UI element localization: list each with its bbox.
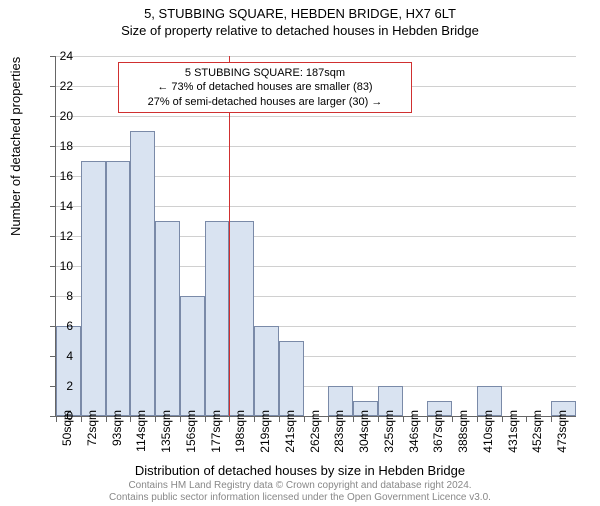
annotation-line: 27% of semi-detached houses are larger (… <box>125 95 405 109</box>
y-tick-label: 4 <box>43 349 73 363</box>
x-tick <box>353 416 354 422</box>
x-tick <box>502 416 503 422</box>
histogram-bar <box>229 221 254 416</box>
gridline <box>56 56 576 57</box>
y-tick-label: 8 <box>43 289 73 303</box>
x-tick <box>279 416 280 422</box>
x-tick <box>526 416 527 422</box>
x-tick-label: 410sqm <box>481 410 495 453</box>
histogram-bar <box>155 221 180 416</box>
x-tick <box>106 416 107 422</box>
y-axis-label: Number of detached properties <box>8 57 23 236</box>
x-tick-label: 114sqm <box>134 410 148 452</box>
y-tick-label: 10 <box>43 259 73 273</box>
histogram-bar <box>254 326 279 416</box>
x-tick-label: 93sqm <box>110 410 124 446</box>
x-tick <box>180 416 181 422</box>
footer-line-1: Contains HM Land Registry data © Crown c… <box>0 480 600 492</box>
y-tick-label: 20 <box>43 109 73 123</box>
x-tick <box>81 416 82 422</box>
x-tick-label: 325sqm <box>382 410 396 453</box>
x-tick <box>403 416 404 422</box>
gridline <box>56 116 576 117</box>
x-tick-label: 388sqm <box>456 410 470 453</box>
x-tick <box>304 416 305 422</box>
y-tick-label: 12 <box>43 229 73 243</box>
y-tick-label: 24 <box>43 49 73 63</box>
x-tick-label: 346sqm <box>407 410 421 453</box>
x-tick <box>452 416 453 422</box>
x-tick-label: 241sqm <box>283 410 297 453</box>
x-tick-label: 473sqm <box>555 410 569 453</box>
histogram-bar <box>81 161 106 416</box>
y-tick-label: 22 <box>43 79 73 93</box>
y-tick-label: 0 <box>43 409 73 423</box>
x-tick <box>551 416 552 422</box>
chart-plot-area: 50sqm72sqm93sqm114sqm135sqm156sqm177sqm1… <box>55 56 576 417</box>
x-tick-label: 198sqm <box>233 410 247 453</box>
x-tick <box>427 416 428 422</box>
histogram-bar <box>180 296 205 416</box>
x-tick <box>477 416 478 422</box>
annotation-box: 5 STUBBING SQUARE: 187sqm← 73% of detach… <box>118 62 412 113</box>
x-tick-label: 367sqm <box>431 410 445 453</box>
x-tick-label: 283sqm <box>332 410 346 453</box>
y-tick-label: 6 <box>43 319 73 333</box>
x-tick-label: 262sqm <box>308 410 322 453</box>
histogram-bar <box>106 161 131 416</box>
x-tick-label: 219sqm <box>258 410 272 453</box>
x-tick-label: 72sqm <box>85 410 99 446</box>
x-tick-label: 431sqm <box>506 410 520 453</box>
y-tick-label: 14 <box>43 199 73 213</box>
y-tick-label: 2 <box>43 379 73 393</box>
x-tick-label: 304sqm <box>357 410 371 453</box>
x-tick <box>205 416 206 422</box>
histogram-bar <box>205 221 230 416</box>
x-tick <box>130 416 131 422</box>
x-tick <box>328 416 329 422</box>
y-tick-label: 18 <box>43 139 73 153</box>
x-tick-label: 177sqm <box>209 410 223 453</box>
x-tick-label: 452sqm <box>530 410 544 453</box>
x-tick <box>229 416 230 422</box>
chart-subtitle: Size of property relative to detached ho… <box>0 23 600 38</box>
x-axis-label: Distribution of detached houses by size … <box>0 463 600 478</box>
histogram-bar <box>130 131 155 416</box>
histogram-bar <box>56 326 81 416</box>
footer-attribution: Contains HM Land Registry data © Crown c… <box>0 480 600 504</box>
x-tick <box>155 416 156 422</box>
footer-line-2: Contains public sector information licen… <box>0 492 600 504</box>
x-tick-label: 135sqm <box>159 410 173 453</box>
chart-title: 5, STUBBING SQUARE, HEBDEN BRIDGE, HX7 6… <box>0 6 600 21</box>
x-tick <box>254 416 255 422</box>
y-tick-label: 16 <box>43 169 73 183</box>
x-tick-label: 156sqm <box>184 410 198 453</box>
x-tick <box>378 416 379 422</box>
annotation-line: 5 STUBBING SQUARE: 187sqm <box>125 66 405 80</box>
histogram-bar <box>279 341 304 416</box>
annotation-line: ← 73% of detached houses are smaller (83… <box>125 80 405 94</box>
